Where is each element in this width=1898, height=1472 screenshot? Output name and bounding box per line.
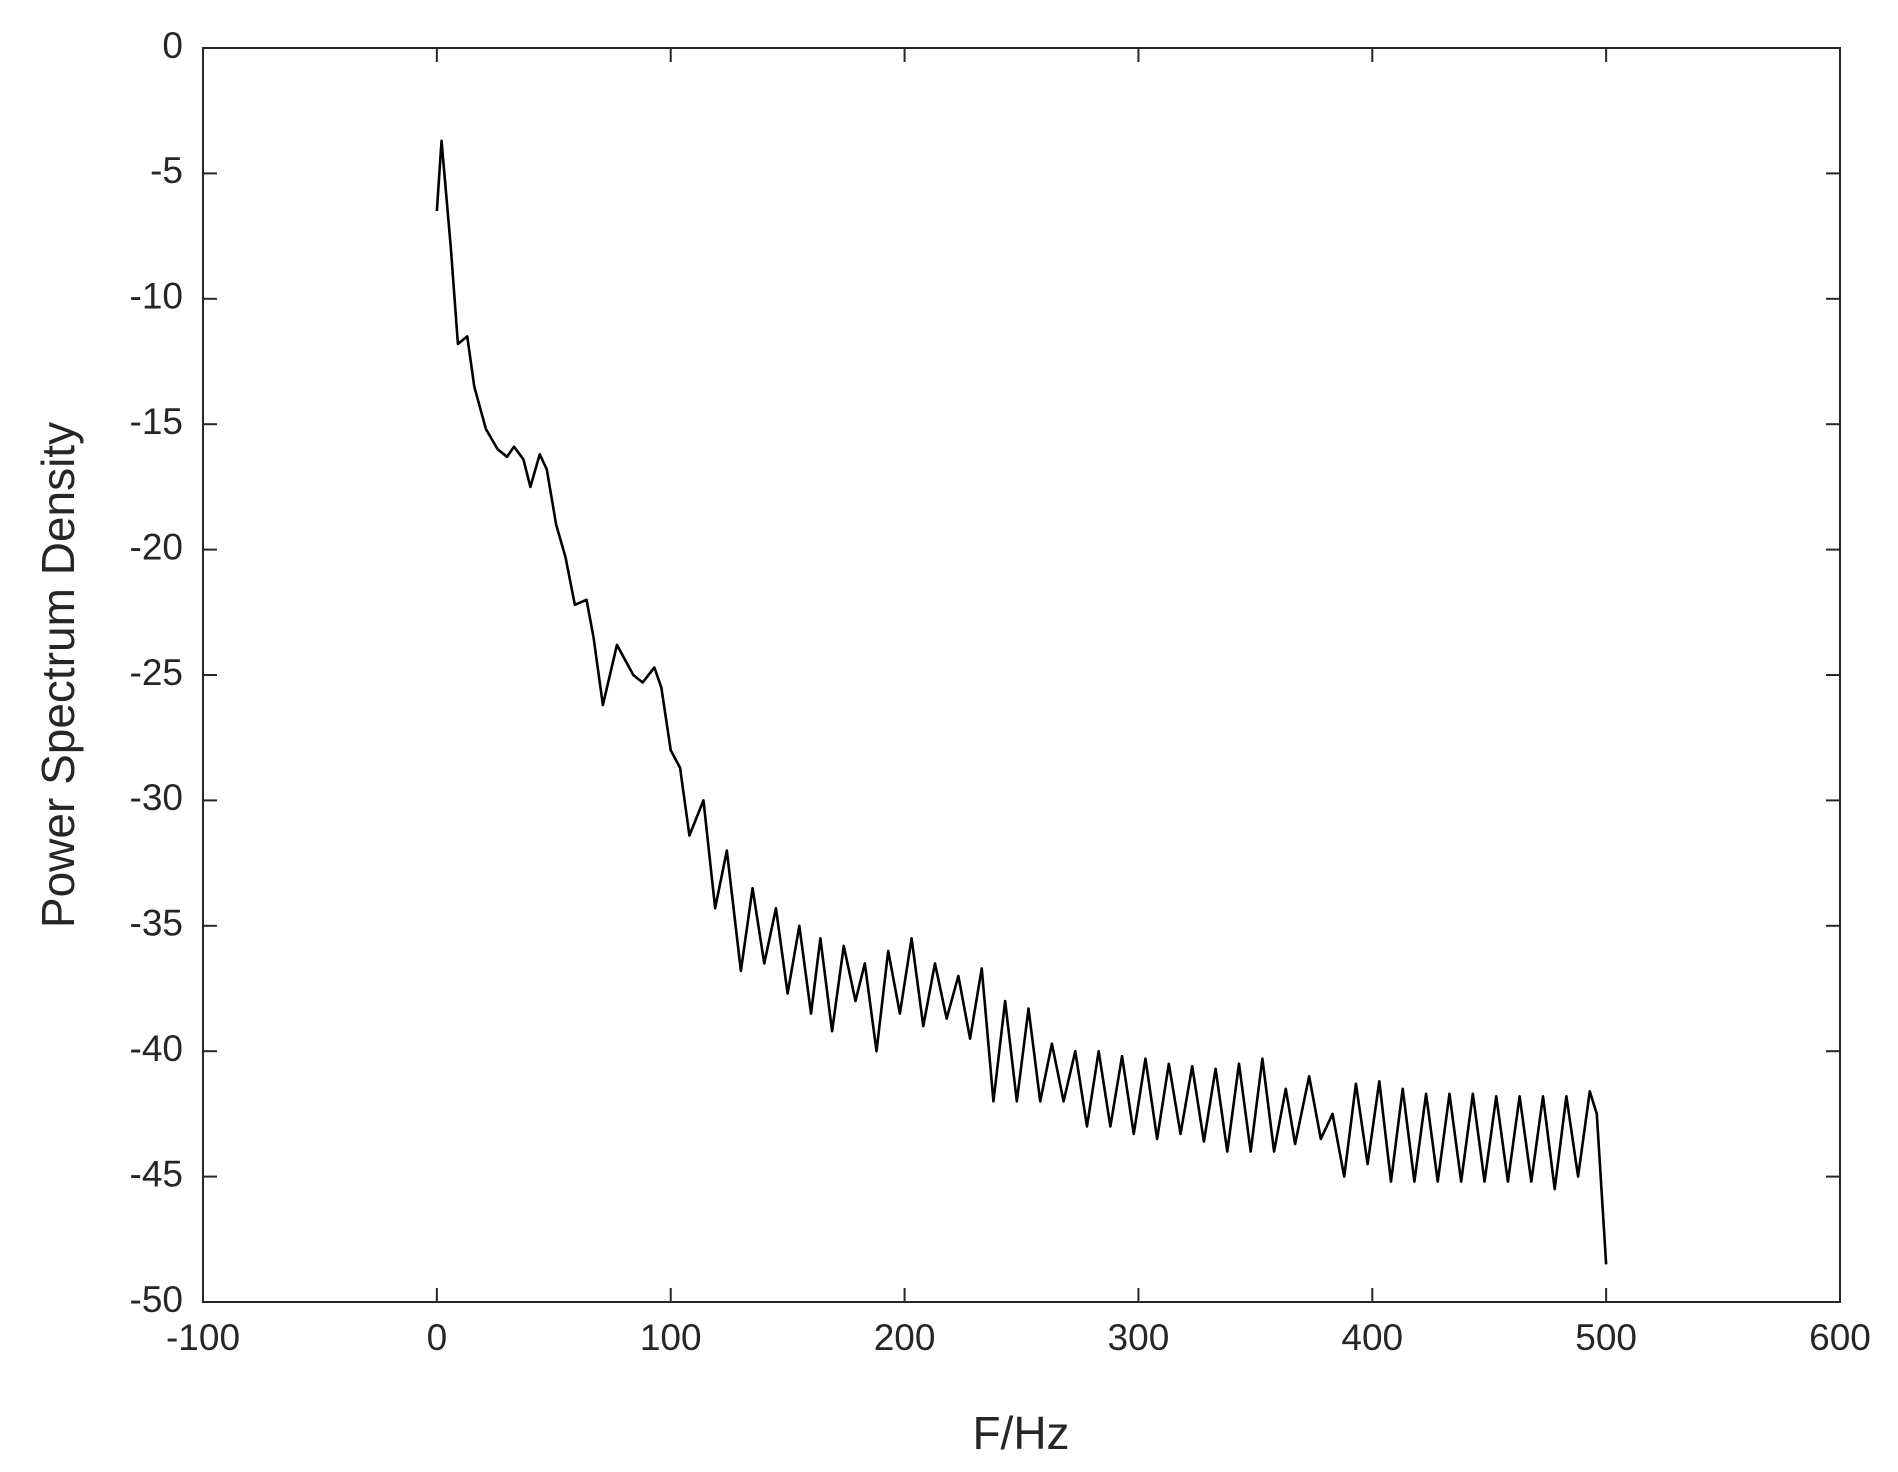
y-tick-label: -10 [130, 276, 183, 317]
y-tick-label: -25 [130, 652, 183, 693]
y-tick-label: -20 [130, 526, 183, 567]
x-axis-label: F/Hz [972, 1407, 1069, 1459]
x-tick-label: -100 [166, 1317, 240, 1358]
y-tick-label: -45 [130, 1153, 183, 1194]
data-line [435, 139, 1608, 1265]
x-tick-label: 400 [1341, 1317, 1403, 1358]
y-tick-label: -30 [130, 777, 183, 818]
y-tick-label: -15 [130, 401, 183, 442]
x-tick-label: 300 [1108, 1317, 1170, 1358]
y-tick-label: -5 [150, 150, 183, 191]
x-tick-label: 500 [1575, 1317, 1637, 1358]
y-tick-label: -35 [130, 903, 183, 944]
plot-frame [202, 47, 1841, 1303]
y-tick-label: 0 [162, 25, 183, 66]
x-tick-label: 0 [427, 1317, 448, 1358]
y-tick-label: -50 [130, 1279, 183, 1320]
x-tick-label: 100 [640, 1317, 702, 1358]
y-tick-label: -40 [130, 1028, 183, 1069]
x-tick-label: 200 [874, 1317, 936, 1358]
x-tick-label: 600 [1809, 1317, 1871, 1358]
y-axis-label: Power Spectrum Density [32, 422, 84, 928]
